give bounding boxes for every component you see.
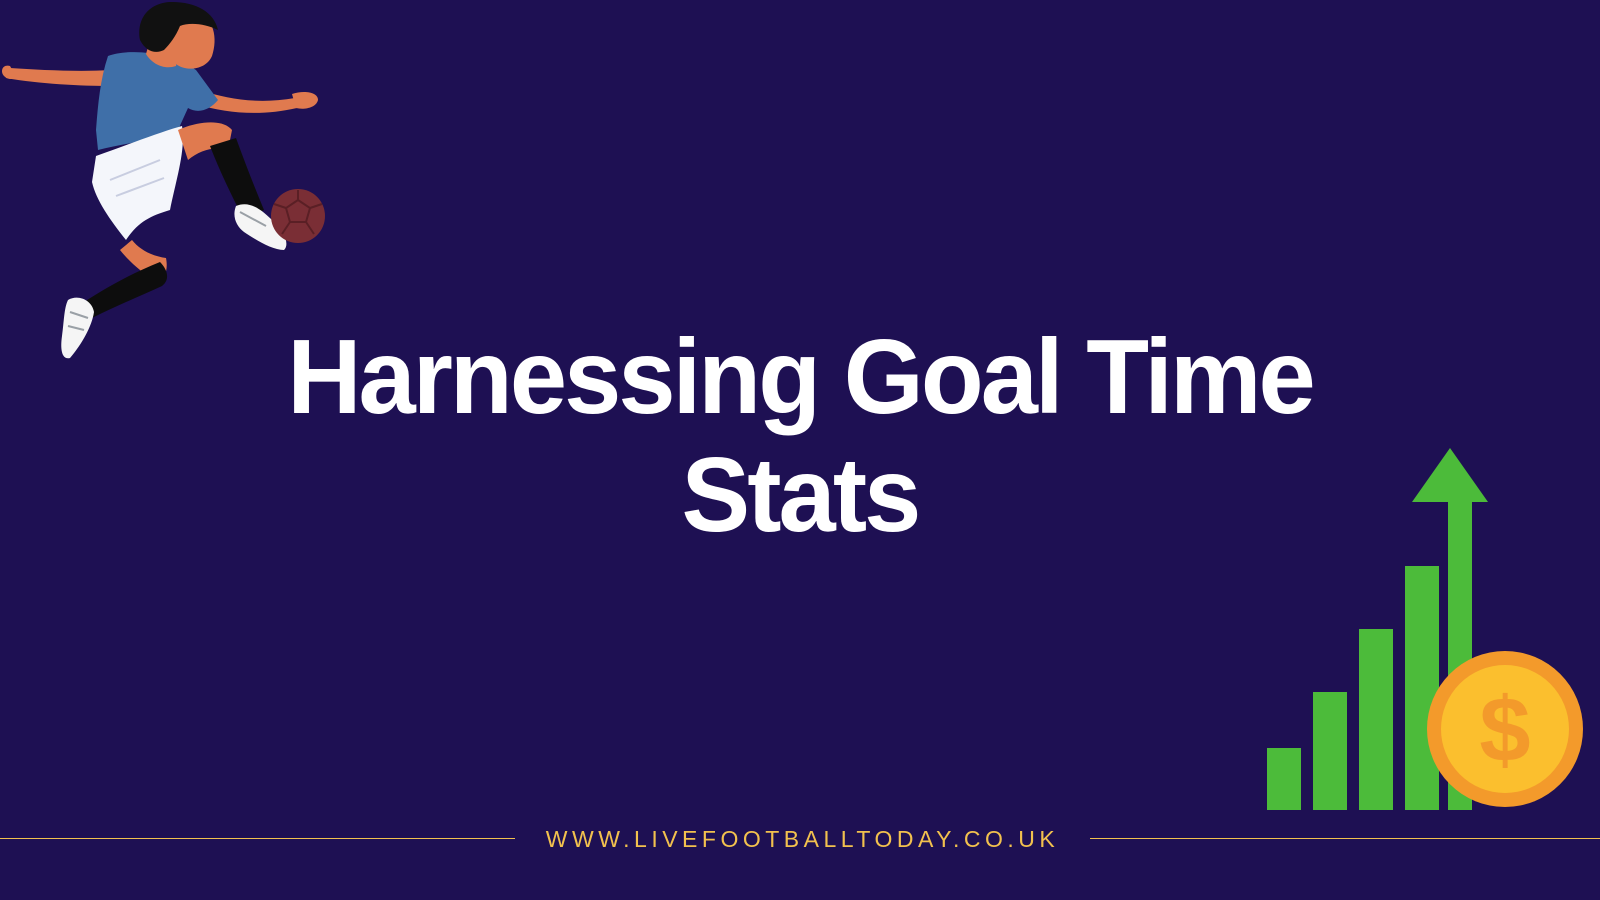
- footer-divider-right: [1090, 838, 1600, 839]
- title-line-2: Stats: [681, 436, 922, 554]
- footer-url: WWW.LIVEFOOTBALLTODAY.CO.UK: [545, 826, 1060, 852]
- title-line-1: Harnessing Goal Time: [287, 318, 1315, 436]
- dollar-coin-icon: $: [1427, 651, 1583, 807]
- footballer-kicking-icon: [2, 2, 325, 359]
- growth-chart-icon: $: [1267, 448, 1583, 810]
- page-title: Harnessing Goal Time Stats: [218, 318, 1382, 554]
- footer-divider-left: [0, 838, 515, 839]
- svg-text:$: $: [1479, 679, 1530, 781]
